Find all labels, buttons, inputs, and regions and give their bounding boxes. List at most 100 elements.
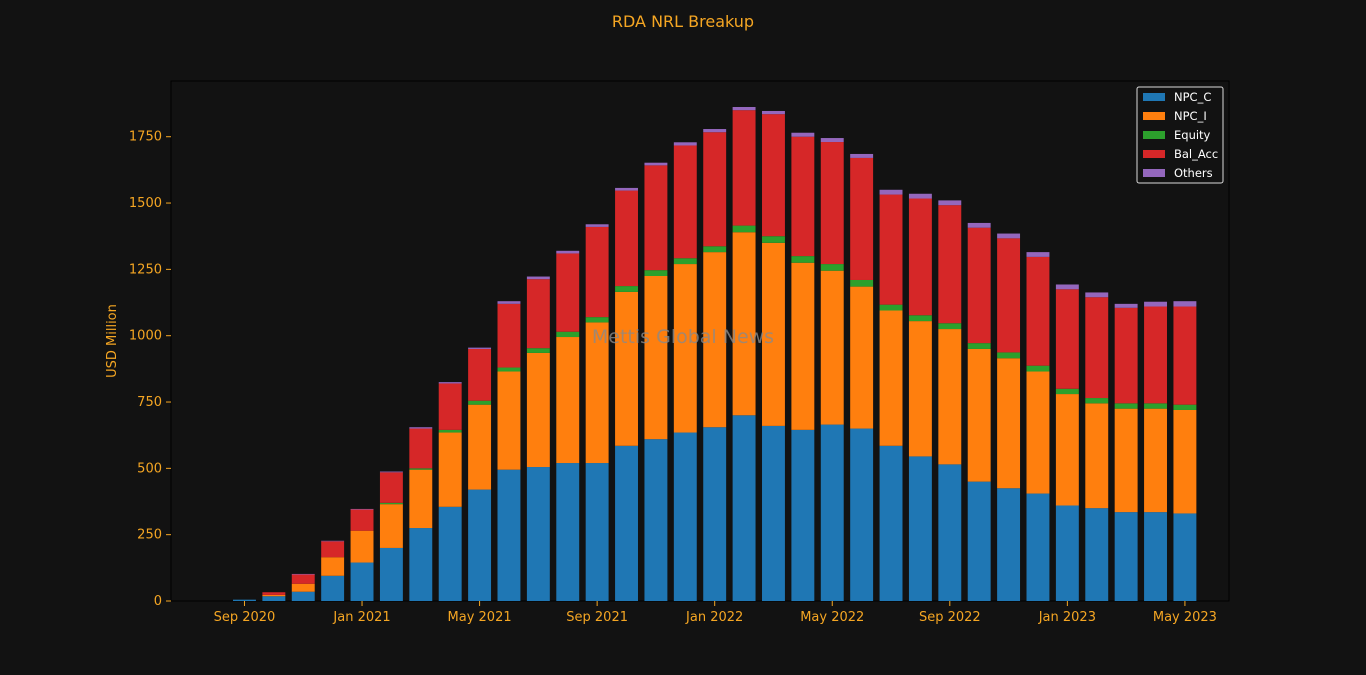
bar-equity (820, 264, 844, 271)
bar-others (497, 301, 521, 304)
bar-bal-acc (468, 348, 492, 401)
bar-npc-c (1055, 505, 1079, 601)
bar-npc-i (820, 270, 844, 425)
bar-equity (762, 236, 785, 243)
bar-others (879, 189, 903, 195)
bar-equity (732, 225, 756, 233)
bar-stack (1173, 301, 1197, 601)
bar-bal-acc (850, 157, 874, 280)
bar-stack (908, 193, 932, 601)
bar-others (438, 382, 462, 384)
bar-others (732, 107, 756, 111)
bar-npc-c (438, 506, 462, 601)
bar-npc-c (879, 445, 903, 601)
bar-npc-i (438, 432, 462, 507)
bar-others (1114, 303, 1138, 308)
bar-stack (850, 153, 874, 601)
x-tick-label: Sep 2020 (214, 610, 276, 625)
bar-npc-i (556, 337, 580, 464)
bar-npc-i (673, 264, 697, 433)
bar-npc-i (850, 286, 874, 429)
bar-bal-acc (644, 165, 668, 271)
legend-swatch (1143, 131, 1165, 139)
bar-bal-acc (732, 110, 756, 226)
bar-stack (321, 540, 345, 601)
bar-npc-c (1114, 512, 1138, 601)
x-axis: Sep 2020 Jan 2021 May 2021 Sep 2021 Jan 2022… (214, 601, 1217, 625)
bar-equity (997, 352, 1021, 359)
bar-others (350, 508, 374, 510)
bar-bal-acc (1026, 256, 1050, 366)
bar-bal-acc (938, 205, 962, 324)
bar-equity (1144, 403, 1167, 409)
watermark: Mettis Global News (592, 326, 774, 348)
bar-stack (556, 250, 580, 601)
bar-others (321, 540, 345, 542)
bar-stack (762, 110, 785, 601)
bar-stack (791, 132, 815, 601)
bar-others (850, 153, 874, 158)
bar-bal-acc (262, 592, 286, 595)
bar-npc-i (321, 557, 345, 576)
bar-equity (1114, 403, 1138, 409)
bar-npc-c (321, 575, 345, 601)
bar-stack (1144, 301, 1167, 601)
bar-equity (1055, 388, 1079, 395)
x-tick-label: Jan 2023 (1038, 610, 1096, 625)
bar-npc-c (615, 445, 638, 601)
x-tick-label: Sep 2022 (919, 610, 981, 625)
bar-npc-i (497, 371, 521, 470)
bar-bal-acc (350, 509, 374, 531)
bar-bal-acc (997, 238, 1021, 353)
bar-npc-c (791, 429, 815, 601)
bar-npc-c (820, 424, 844, 601)
chart-title: RDA NRL Breakup (612, 12, 754, 31)
bar-bal-acc (556, 253, 580, 332)
legend: NPC_C NPC_I Equity Bal_Acc Others (1136, 86, 1224, 184)
bar-bal-acc (1144, 306, 1167, 404)
bar-stack (468, 347, 492, 601)
bar-bal-acc (1173, 306, 1197, 405)
bar-npc-c (1173, 513, 1197, 601)
bar-npc-i (409, 469, 433, 529)
bar-equity (1026, 365, 1050, 372)
bar-others (379, 471, 403, 473)
bar-npc-i (644, 276, 668, 440)
bar-npc-i (938, 329, 962, 465)
bar-equity (615, 286, 638, 292)
bar-npc-i (1085, 403, 1109, 509)
bar-bal-acc (1055, 289, 1079, 389)
legend-label: NPC_C (1174, 90, 1211, 104)
bar-stack (1026, 252, 1050, 601)
bar-equity (908, 315, 932, 322)
bar-others (615, 187, 638, 191)
bar-npc-c (1144, 512, 1167, 601)
y-tick-label: 250 (137, 528, 162, 543)
bar-npc-c (497, 469, 521, 601)
bar-stack (497, 301, 521, 601)
legend-label: Equity (1174, 128, 1211, 142)
bar-others (526, 276, 550, 280)
bar-others (468, 347, 492, 349)
bar-npc-c (379, 547, 403, 601)
bar-npc-i (762, 242, 785, 426)
bar-npc-i (526, 352, 550, 468)
bar-npc-i (908, 321, 932, 457)
bar-npc-c (673, 432, 697, 601)
x-tick-label: May 2022 (800, 610, 864, 625)
bar-npc-c (967, 481, 991, 601)
bar-npc-c (908, 456, 932, 601)
bar-equity (1085, 398, 1109, 404)
bar-others (1085, 292, 1109, 298)
bar-npc-i (703, 252, 727, 428)
bar-bal-acc (1085, 297, 1109, 399)
bar-npc-i (379, 504, 403, 548)
bar-npc-i (791, 262, 815, 430)
bar-others (291, 573, 315, 575)
bar-stack (409, 427, 433, 601)
bar-npc-c (585, 463, 609, 601)
bar-others (1144, 301, 1167, 307)
legend-swatch (1143, 93, 1165, 101)
bar-npc-i (1055, 394, 1079, 506)
